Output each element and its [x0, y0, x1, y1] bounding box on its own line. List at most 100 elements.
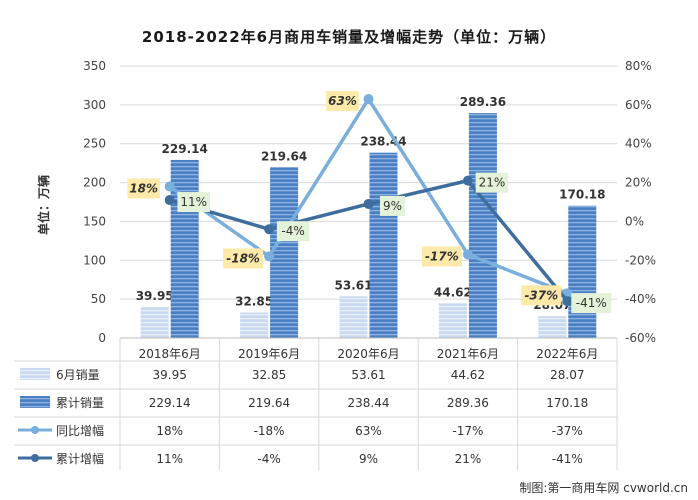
table-cell: 28.07: [550, 368, 584, 382]
table-cell: -41%: [552, 452, 583, 466]
legend-key-marker: [31, 426, 39, 434]
yoy-label-box: [127, 178, 160, 199]
bar-cumulative: [270, 167, 299, 338]
table-cell: 229.14: [149, 396, 191, 410]
table-cell: 219.64: [248, 396, 290, 410]
bar-monthly-label: 53.61: [335, 278, 373, 292]
legend-key-bar: [20, 368, 50, 380]
y-tick-label: 300: [83, 98, 106, 112]
yoy-label: -17%: [425, 249, 459, 263]
legend-key-marker: [31, 454, 39, 462]
y2-tick-label: 80%: [625, 59, 652, 73]
cumulative-growth-label-box: [475, 172, 509, 193]
bar-cumulative-label: 289.36: [460, 95, 506, 109]
x-tick-label: 2018年6月: [139, 347, 201, 361]
bar-monthly: [339, 296, 368, 338]
bar-monthly: [140, 306, 169, 338]
table-cell: 39.95: [153, 368, 187, 382]
bar-cumulative-label: 219.64: [261, 149, 307, 163]
y-tick-label: 0: [98, 331, 106, 345]
yoy-label: -18%: [226, 251, 260, 265]
cumulative-growth-label: -4%: [281, 224, 304, 238]
line-yoy-point: [462, 249, 473, 260]
yoy-label-box: [223, 248, 264, 269]
y2-tick-label: 60%: [625, 98, 652, 112]
bar-monthly: [538, 316, 567, 338]
credit-text: 制图:第一商用车网 cvworld.cn: [519, 481, 688, 495]
table-cell: 53.61: [351, 368, 385, 382]
table-cell: 18%: [156, 424, 183, 438]
line-cumulative-growth-point: [363, 198, 374, 209]
line-cumulative-growth-point: [164, 195, 175, 206]
bar-cumulative: [170, 159, 199, 338]
legend-label: 6月销量: [56, 368, 100, 382]
x-tick-label: 2022年6月: [536, 347, 598, 361]
table-cell: 21%: [455, 452, 482, 466]
yoy-label-box: [326, 91, 359, 112]
cumulative-growth-label-box: [380, 195, 405, 216]
bar-cumulative-label: 170.18: [559, 188, 605, 202]
table-cell: 63%: [355, 424, 382, 438]
yoy-label: -37%: [524, 288, 558, 302]
bar-cumulative-label: 229.14: [162, 142, 208, 156]
legend-label: 同比增幅: [56, 423, 104, 438]
y-tick-label: 200: [83, 176, 106, 190]
y2-tick-label: 20%: [625, 176, 652, 190]
y2-tick-label: 0%: [625, 214, 644, 228]
bar-cumulative: [568, 205, 597, 338]
table-cell: -17%: [452, 424, 483, 438]
bar-monthly: [438, 303, 467, 338]
yoy-label-box: [521, 285, 562, 306]
bar-monthly-label: 32.85: [235, 294, 273, 308]
y-tick-label: 50: [91, 292, 106, 306]
x-tick-label: 2021年6月: [437, 347, 499, 361]
y2-tick-label: -60%: [625, 331, 656, 345]
table-cell: -18%: [254, 424, 285, 438]
bar-monthly: [240, 312, 269, 338]
bar-monthly-label: 39.95: [136, 289, 174, 303]
x-tick-label: 2020年6月: [337, 347, 399, 361]
line-cumulative-growth-point: [462, 175, 473, 186]
table-cell: 9%: [359, 452, 378, 466]
y-tick-label: 350: [83, 59, 106, 73]
line-yoy-point: [264, 251, 275, 262]
y-axis-label: 单位：万辆: [36, 175, 51, 235]
yoy-label: 63%: [328, 94, 357, 108]
yoy-label: 18%: [129, 181, 158, 195]
bar-cumulative: [369, 152, 398, 338]
line-cumulative-growth-point: [562, 296, 573, 307]
line-cumulative-growth-point: [264, 224, 275, 235]
line-yoy-point: [363, 94, 374, 105]
legend-key-bar: [20, 396, 50, 408]
line-yoy-point: [164, 181, 175, 192]
legend-label: 累计增幅: [56, 451, 104, 466]
y-tick-label: 150: [83, 214, 106, 228]
chart-title: 2018-2022年6月商用车销量及增幅走势（单位：万辆）: [141, 28, 557, 46]
table-cell: 238.44: [348, 396, 390, 410]
cumulative-growth-label-box: [571, 293, 612, 314]
y2-tick-label: -40%: [625, 292, 656, 306]
cumulative-growth-label: 11%: [180, 195, 207, 209]
table-cell: 32.85: [252, 368, 286, 382]
y-tick-label: 250: [83, 137, 106, 151]
table-cell: 11%: [156, 452, 183, 466]
cumulative-growth-label-box: [177, 192, 210, 213]
table-cell: -4%: [257, 452, 280, 466]
y-tick-label: 100: [83, 253, 106, 267]
table-cell: -37%: [552, 424, 583, 438]
legend-label: 累计销量: [56, 396, 104, 410]
table-cell: 289.36: [447, 396, 489, 410]
cumulative-growth-label-box: [276, 221, 310, 242]
bar-monthly-label: 44.62: [434, 285, 472, 299]
table-cell: 44.62: [451, 368, 485, 382]
cumulative-growth-label: 9%: [383, 199, 402, 213]
bar-cumulative: [468, 113, 497, 338]
cumulative-growth-label: 21%: [479, 176, 506, 190]
y2-tick-label: 40%: [625, 137, 652, 151]
yoy-label-box: [421, 246, 462, 267]
x-tick-label: 2019年6月: [238, 347, 300, 361]
y2-tick-label: -20%: [625, 253, 656, 267]
cumulative-growth-label: -41%: [576, 296, 607, 310]
